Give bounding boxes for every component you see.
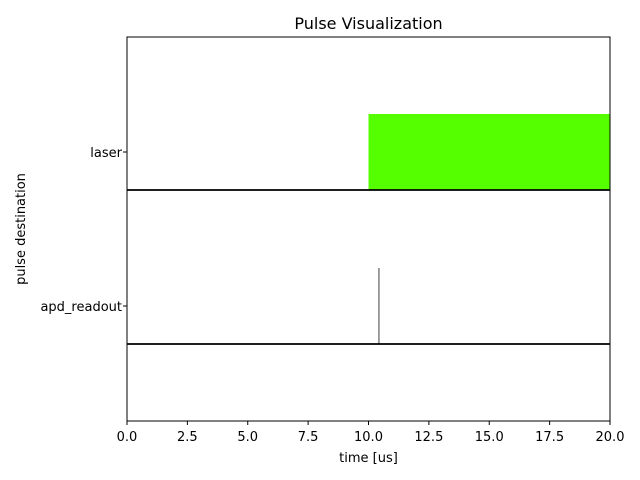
x-tick-label: 10.0 — [354, 430, 383, 445]
x-tick-label: 15.0 — [475, 430, 504, 445]
y-axis-label: pulse destination — [14, 173, 29, 285]
pulse-laser-0 — [368, 114, 610, 190]
y-label-apd_readout: apd_readout — [40, 300, 122, 315]
y-axis-categories: laser apd_readout — [40, 146, 127, 315]
x-tick-label: 7.5 — [298, 430, 319, 445]
plot-frame — [126, 36, 611, 422]
x-tick-label: 12.5 — [414, 430, 443, 445]
chart-title: Pulse Visualization — [294, 14, 442, 33]
y-label-laser: laser — [90, 146, 122, 161]
x-axis-ticks: 0.0 2.5 5.0 7.5 10.0 12.5 15.0 17.5 20.0 — [117, 421, 625, 445]
baseline-layer — [127, 189, 610, 345]
x-tick-label: 5.0 — [237, 430, 258, 445]
x-tick-label: 17.5 — [535, 430, 564, 445]
pulse-layer — [368, 114, 610, 344]
x-axis-label: time [us] — [339, 451, 398, 466]
x-tick-label: 20.0 — [596, 430, 625, 445]
x-tick-label: 0.0 — [117, 430, 138, 445]
x-tick-label: 2.5 — [177, 430, 198, 445]
pulse-apd_readout-0 — [378, 268, 380, 344]
